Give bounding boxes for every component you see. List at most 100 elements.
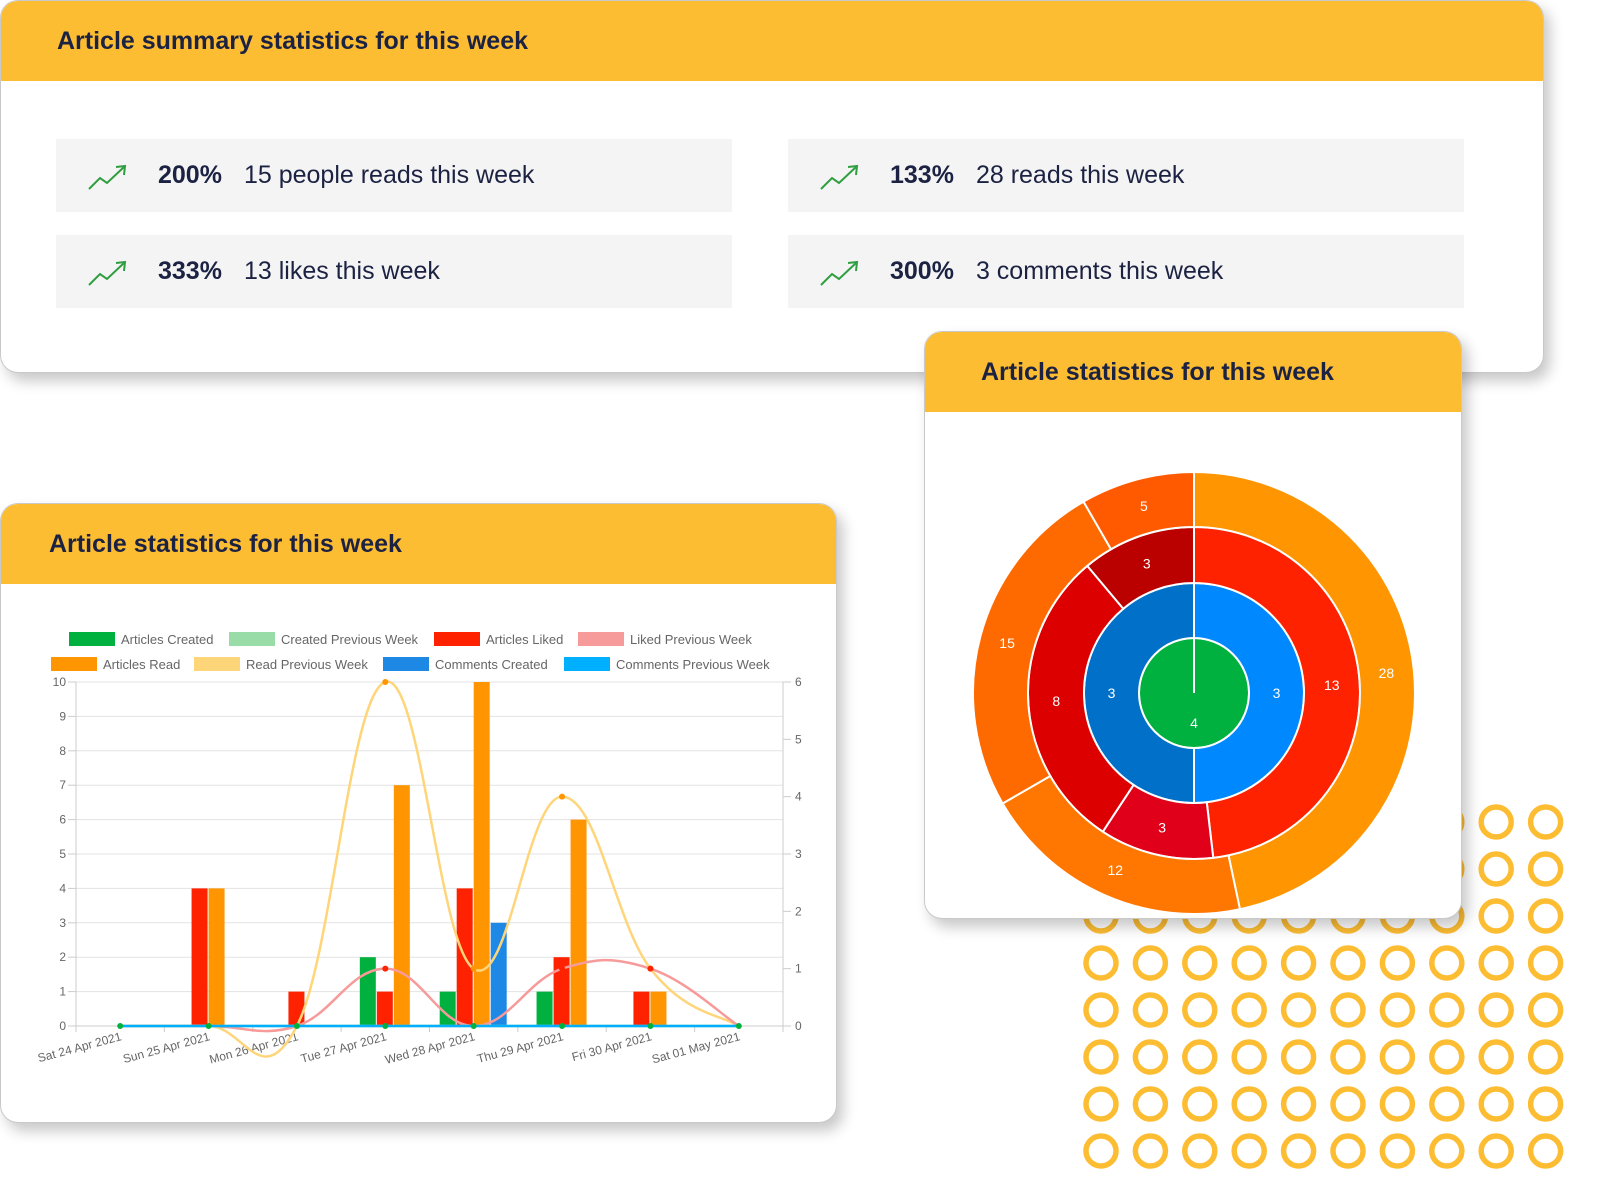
chart-legend: Articles Created Created Previous Week Art… <box>51 632 770 672</box>
decorative-dot <box>1132 1133 1169 1169</box>
series-line <box>120 958 740 1033</box>
bar <box>553 957 570 1026</box>
decorative-dot <box>1527 992 1564 1028</box>
bar <box>208 888 225 1026</box>
x-tick-label: Thu 29 Apr 2021 <box>476 1029 566 1066</box>
data-point <box>559 793 566 800</box>
stat-text: 28 reads this week <box>975 161 1185 189</box>
legend-label: Created Previous Week <box>281 632 419 647</box>
legend-label: Comments Created <box>435 657 548 672</box>
legend-swatch <box>564 657 610 671</box>
y-left-tick-label: 1 <box>59 985 66 999</box>
legend-swatch <box>51 657 97 671</box>
bar <box>570 819 587 1026</box>
decorative-dot <box>1330 945 1366 981</box>
data-point <box>647 1023 654 1029</box>
pie-slice-label: 4 <box>1190 715 1198 731</box>
pie-card-title: Article statistics for this week <box>925 332 1461 412</box>
decorative-dot <box>1429 1039 1465 1075</box>
legend-swatch <box>229 632 275 646</box>
y-right-tick-label: 3 <box>795 847 802 861</box>
y-left-tick-label: 10 <box>53 675 67 689</box>
decorative-dot <box>1083 992 1119 1028</box>
pie-slice-label: 3 <box>1273 685 1281 701</box>
data-point <box>205 1023 212 1029</box>
decorative-dot <box>1379 992 1416 1028</box>
bar <box>288 991 305 1026</box>
decorative-dot <box>1280 1086 1317 1122</box>
legend-label: Read Previous Week <box>246 657 368 672</box>
y-left-tick-label: 9 <box>59 709 66 723</box>
decorative-dot <box>1527 1039 1564 1075</box>
trend-up-icon <box>88 260 127 286</box>
decorative-dot <box>1379 945 1416 981</box>
pie-slice-label: 3 <box>1158 819 1166 835</box>
decorative-dot <box>1429 1086 1465 1122</box>
decorative-dot <box>1527 851 1564 887</box>
stat-comments: 300% 3 comments this week <box>788 235 1464 308</box>
x-tick-label: Mon 26 Apr 2021 <box>208 1029 300 1066</box>
decorative-dot <box>1182 945 1218 981</box>
decorative-dot <box>1330 1133 1366 1169</box>
data-point <box>382 965 389 972</box>
x-tick-label: Fri 30 Apr 2021 <box>570 1029 653 1064</box>
decorative-dot <box>1527 898 1564 934</box>
decorative-dot <box>1429 945 1465 981</box>
legend-label: Comments Previous Week <box>616 657 770 672</box>
legend-label: Articles Read <box>103 657 180 672</box>
legend-label: Articles Created <box>121 632 213 647</box>
stat-likes: 333% 13 likes this week <box>56 235 732 308</box>
pie-slice-label: 3 <box>1108 685 1116 701</box>
data-point <box>470 965 477 972</box>
decorative-dot <box>1083 1086 1119 1122</box>
decorative-dot <box>1280 1039 1317 1075</box>
y-left-tick-label: 0 <box>59 1019 66 1033</box>
data-point <box>735 1023 742 1029</box>
data-point <box>559 1023 566 1029</box>
y-left-tick-label: 4 <box>59 881 66 895</box>
bar-chart-card: Article statistics for this week Article… <box>0 503 837 1123</box>
decorative-dot <box>1280 1133 1317 1169</box>
chart-grid: 0 1 2 3 4 5 6 7 8 9 10 0 1 2 3 4 5 6 <box>53 675 802 1033</box>
x-tick-label: Tue 27 Apr 2021 <box>299 1029 388 1065</box>
summary-title: Article summary statistics for this week <box>1 1 1543 81</box>
decorative-dot <box>1478 898 1514 934</box>
decorative-dot <box>1280 945 1317 981</box>
y-right-tick-label: 2 <box>795 904 802 918</box>
decorative-dot <box>1132 1039 1169 1075</box>
stat-text: 3 comments this week <box>975 257 1224 285</box>
decorative-dot <box>1527 1133 1564 1169</box>
decorative-dot <box>1182 992 1218 1028</box>
data-point <box>293 1023 300 1029</box>
trend-up-icon <box>88 164 127 190</box>
decorative-dot <box>1231 1039 1267 1075</box>
legend-label: Liked Previous Week <box>630 632 752 647</box>
stat-percent: 300% <box>890 257 954 285</box>
y-left-tick-label: 6 <box>59 813 66 827</box>
legend-swatch <box>194 657 240 671</box>
legend-swatch <box>69 632 115 646</box>
bar <box>393 785 410 1026</box>
bar-card-title: Article statistics for this week <box>1 504 836 584</box>
bar <box>473 682 490 1026</box>
legend-swatch <box>383 657 429 671</box>
bar <box>650 991 667 1026</box>
decorative-dot <box>1231 1086 1267 1122</box>
decorative-dot <box>1478 804 1514 840</box>
decorative-dot <box>1478 992 1514 1028</box>
trend-up-icon <box>820 260 859 286</box>
pie-slice-label: 13 <box>1324 677 1340 693</box>
bar <box>633 991 650 1026</box>
bar <box>191 888 208 1026</box>
decorative-dot <box>1379 1039 1416 1075</box>
stat-text: 13 likes this week <box>243 257 440 285</box>
y-right-tick-label: 0 <box>795 1019 802 1033</box>
decorative-dot <box>1478 1086 1514 1122</box>
decorative-dot <box>1280 992 1317 1028</box>
y-left-tick-label: 2 <box>59 950 66 964</box>
decorative-dot <box>1231 992 1267 1028</box>
decorative-dot <box>1182 1039 1218 1075</box>
pie-slice-label: 12 <box>1108 862 1124 878</box>
decorative-dot <box>1132 992 1169 1028</box>
pie-slice-label: 15 <box>999 635 1015 651</box>
